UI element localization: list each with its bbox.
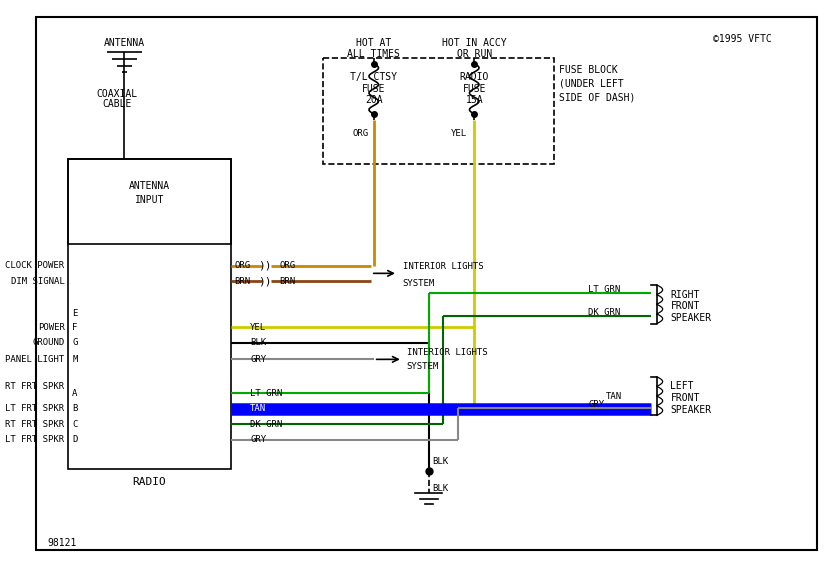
Text: FUSE: FUSE <box>362 84 385 94</box>
Text: ORG: ORG <box>352 129 369 138</box>
Text: RADIO: RADIO <box>133 477 167 487</box>
Text: PANEL LIGHT: PANEL LIGHT <box>6 355 64 364</box>
Text: YEL: YEL <box>250 323 266 332</box>
Text: ORG: ORG <box>279 261 295 270</box>
Text: ORG: ORG <box>234 261 251 270</box>
Text: ANTENNA: ANTENNA <box>129 181 170 192</box>
Text: YEL: YEL <box>451 129 467 138</box>
Text: RADIO: RADIO <box>460 72 489 82</box>
Text: SYSTEM: SYSTEM <box>403 278 435 287</box>
Text: LT FRT SPKR: LT FRT SPKR <box>6 435 64 444</box>
Text: LEFT: LEFT <box>671 382 694 391</box>
Text: LT GRN: LT GRN <box>588 285 620 294</box>
Text: )): )) <box>257 276 271 286</box>
Text: GRY: GRY <box>250 435 266 444</box>
Text: 20A: 20A <box>365 95 383 105</box>
Text: SYSTEM: SYSTEM <box>407 362 439 371</box>
Bar <box>68 159 231 468</box>
Text: ALL TIMES: ALL TIMES <box>347 49 400 59</box>
Text: CLOCK POWER: CLOCK POWER <box>6 261 64 270</box>
Text: TAN: TAN <box>250 404 266 413</box>
Text: G: G <box>73 338 78 348</box>
Text: DK GRN: DK GRN <box>588 308 620 318</box>
Text: LT FRT SPKR: LT FRT SPKR <box>6 404 64 413</box>
Text: D: D <box>73 435 78 444</box>
Text: C: C <box>73 420 78 429</box>
Text: BRN: BRN <box>234 277 251 286</box>
Text: LT GRN: LT GRN <box>250 388 282 397</box>
Text: 15A: 15A <box>465 95 483 105</box>
Text: RT FRT SPKR: RT FRT SPKR <box>6 420 64 429</box>
Text: FRONT: FRONT <box>671 393 700 403</box>
Text: SPEAKER: SPEAKER <box>671 313 711 323</box>
Text: GRY: GRY <box>250 355 266 364</box>
Text: POWER: POWER <box>38 323 64 332</box>
Text: (UNDER LEFT: (UNDER LEFT <box>559 79 624 89</box>
Text: INTERIOR LIGHTS: INTERIOR LIGHTS <box>403 262 483 271</box>
Text: ANTENNA: ANTENNA <box>104 39 145 48</box>
Text: GROUND: GROUND <box>32 338 64 348</box>
Text: T/L CTSY: T/L CTSY <box>351 72 398 82</box>
Text: FUSE BLOCK: FUSE BLOCK <box>559 65 618 75</box>
Text: TAN: TAN <box>606 392 622 400</box>
Text: BLK: BLK <box>432 457 449 466</box>
Text: B: B <box>73 404 78 413</box>
Text: INPUT: INPUT <box>134 195 164 205</box>
Text: 98121: 98121 <box>47 538 77 548</box>
Text: SPEAKER: SPEAKER <box>671 405 711 414</box>
Text: HOT AT: HOT AT <box>356 39 391 48</box>
Text: BLK: BLK <box>250 338 266 348</box>
Text: DIM SIGNAL: DIM SIGNAL <box>11 277 64 286</box>
Text: RT FRT SPKR: RT FRT SPKR <box>6 382 64 391</box>
Text: SIDE OF DASH): SIDE OF DASH) <box>559 92 635 103</box>
Text: DK GRN: DK GRN <box>250 420 282 429</box>
Text: M: M <box>73 355 78 364</box>
Bar <box>323 58 554 164</box>
Text: ©1995 VFTC: ©1995 VFTC <box>713 33 772 44</box>
Text: INTERIOR LIGHTS: INTERIOR LIGHTS <box>407 348 488 357</box>
Text: E: E <box>73 310 78 319</box>
Text: GRY: GRY <box>588 400 605 409</box>
Bar <box>68 159 231 244</box>
Text: BLK: BLK <box>432 484 449 493</box>
Text: CABLE: CABLE <box>102 99 131 109</box>
Text: FUSE: FUSE <box>463 84 486 94</box>
Text: F: F <box>73 323 78 332</box>
Text: OR RUN: OR RUN <box>456 49 492 59</box>
Text: RIGHT: RIGHT <box>671 290 700 299</box>
Text: COAXIAL: COAXIAL <box>97 88 137 99</box>
Text: A: A <box>73 388 78 397</box>
Text: HOT IN ACCY: HOT IN ACCY <box>442 39 507 48</box>
Text: BRN: BRN <box>279 277 295 286</box>
Text: )): )) <box>257 261 271 270</box>
Text: FRONT: FRONT <box>671 301 700 311</box>
